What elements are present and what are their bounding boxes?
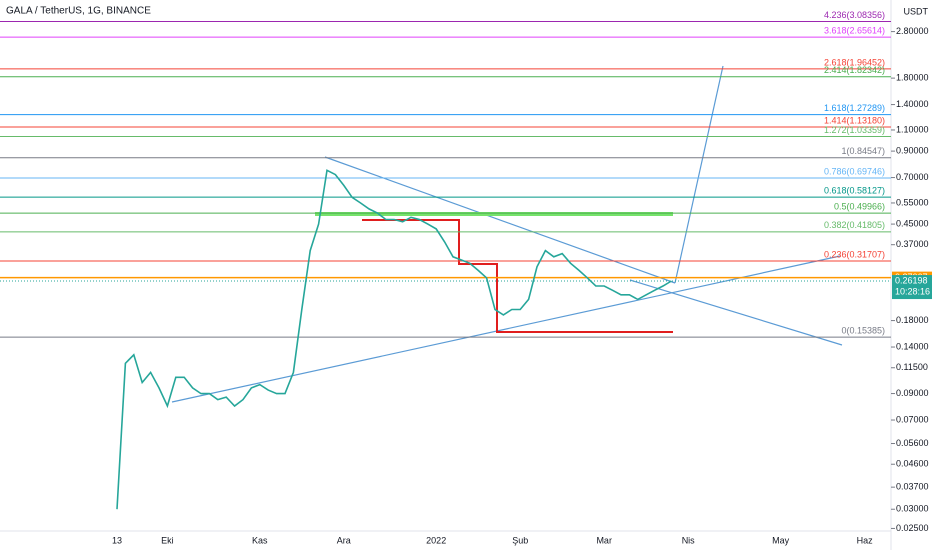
y-tick-label: 0.70000 xyxy=(896,172,929,182)
fib-label: 0.382(0.41805) xyxy=(824,220,885,230)
y-tick-label: 0.04600 xyxy=(896,459,929,469)
projection-line xyxy=(674,65,724,284)
fib-label: 0.236(0.31707) xyxy=(824,249,885,259)
x-tick-label: Şub xyxy=(512,535,528,545)
y-tick-label: 0.45000 xyxy=(896,218,929,228)
x-tick-label: 2022 xyxy=(426,535,446,545)
fib-label: 4.236(3.08356) xyxy=(824,10,885,20)
y-tick-label: 0.03700 xyxy=(896,482,929,492)
x-tick-label: Haz xyxy=(857,535,874,545)
y-tick-label: 1.80000 xyxy=(896,72,929,82)
fib-label: 2.618(1.96452) xyxy=(824,57,885,67)
y-tick-label: 0.18000 xyxy=(896,315,929,325)
x-tick-label: 13 xyxy=(112,535,122,545)
y-tick-label: 0.90000 xyxy=(896,145,929,155)
x-tick-label: Mar xyxy=(596,535,612,545)
x-tick-label: Eki xyxy=(161,535,174,545)
fib-label: 1.618(1.27289) xyxy=(824,103,885,113)
y-tick-label: 1.40000 xyxy=(896,99,929,109)
price-line-series xyxy=(116,169,672,510)
y-tick-label: 0.03000 xyxy=(896,504,929,514)
y-tick-label: 0.55000 xyxy=(896,197,929,207)
y-tick-label: 2.80000 xyxy=(896,26,929,36)
fib-label: 0.618(0.58127) xyxy=(824,186,885,196)
x-tick-label: Nis xyxy=(682,535,695,545)
x-tick-label: Kas xyxy=(252,535,268,545)
y-tick-label: 1.10000 xyxy=(896,124,929,134)
x-tick-label: Ara xyxy=(337,535,351,545)
y-tick-label: 0.37000 xyxy=(896,239,929,249)
projection-line xyxy=(629,279,843,346)
fib-label: 0(0.15385) xyxy=(841,325,885,335)
chart-title: GALA / TetherUS, 1G, BINANCE xyxy=(6,6,151,17)
box-line xyxy=(362,219,673,333)
countdown: 10:28:16 xyxy=(895,286,930,296)
fib-label: 0.5(0.49966) xyxy=(834,201,885,211)
y-tick-label: 0.02500 xyxy=(896,523,929,533)
price-tag-box xyxy=(892,275,932,300)
x-tick-label: May xyxy=(772,535,790,545)
y-tick-label: 0.11500 xyxy=(896,362,928,372)
price-tag: 0.26198 xyxy=(895,275,928,285)
y-tick-label: 0.14000 xyxy=(896,341,929,351)
y-tick-label: 0.05600 xyxy=(896,438,929,448)
currency: USDT xyxy=(904,6,929,16)
trendline xyxy=(171,255,841,403)
fib-label: 0.786(0.69746) xyxy=(824,166,885,176)
fib-label: 3.618(2.65614) xyxy=(824,26,885,36)
fib-label: 1.272(1.03359) xyxy=(824,125,885,135)
fib-label: 1(0.84547) xyxy=(841,146,885,156)
fib-label: 2.414(1.82342) xyxy=(824,65,885,75)
fib-label: 1.414(1.13180) xyxy=(824,115,885,125)
y-tick-label: 0.07000 xyxy=(896,414,929,424)
y-tick-label: 0.09000 xyxy=(896,388,929,398)
